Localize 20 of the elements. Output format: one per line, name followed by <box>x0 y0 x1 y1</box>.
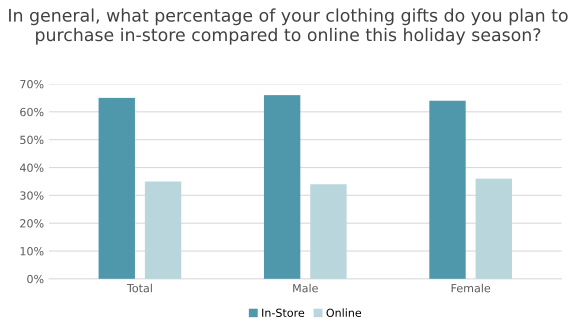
y-tick-label: 40% <box>20 163 44 172</box>
y-tick-label: 50% <box>20 136 44 144</box>
x-tick-label: Female <box>452 284 490 292</box>
legend-label: In-Store <box>262 308 304 317</box>
chart-title: In general, what percentage of your clothing gifts do you plan to purchase in-store compared to online this holiday season? <box>9 8 568 45</box>
y-tick-label: 0% <box>27 274 44 284</box>
bar <box>98 98 135 279</box>
y-tick-label: 30% <box>20 191 44 200</box>
x-tick-label: Total <box>126 284 152 292</box>
bar <box>144 181 182 279</box>
bar <box>264 95 300 279</box>
bar <box>429 100 466 279</box>
y-tick-label: 70% <box>20 80 44 88</box>
y-tick-label: 20% <box>20 219 44 228</box>
legend-label: Online <box>326 308 362 317</box>
y-tick-label: 60% <box>20 108 44 116</box>
x-tick-label: Male <box>293 284 318 292</box>
y-tick-label: 10% <box>20 247 44 256</box>
bar <box>310 184 347 279</box>
bar <box>476 178 512 279</box>
